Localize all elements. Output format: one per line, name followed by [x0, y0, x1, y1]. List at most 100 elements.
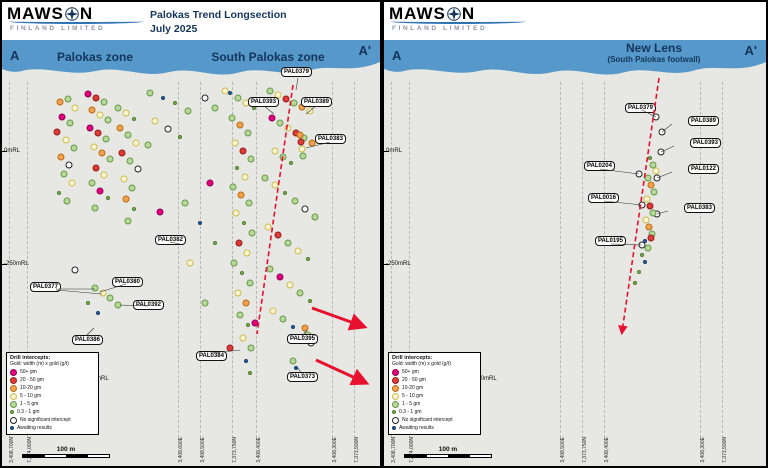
intercept-dot-ns — [164, 125, 172, 133]
panel-new-lens: MAWS N FINLAND LIMITED New Lens (South P… — [384, 2, 766, 466]
drillhole-label: PAL0379 — [625, 103, 656, 113]
intercept-dot-g1 — [289, 357, 297, 365]
drillhole-label: PAL0382 — [155, 235, 186, 245]
intercept-dot-g5 — [243, 249, 251, 257]
intercept-dot-aw — [244, 359, 248, 363]
intercept-dot-g1 — [244, 129, 252, 137]
figure-title: Palokas Trend Longsection July 2025 — [150, 8, 287, 36]
section-marker-a: A — [10, 48, 20, 63]
intercept-dot-g1 — [229, 183, 237, 191]
intercept-dot-g1 — [100, 98, 108, 106]
legend-dot-ns — [10, 416, 17, 424]
intercept-dot-g10 — [122, 195, 130, 203]
intercept-dot-g5 — [62, 136, 70, 144]
drillhole-label: PAL0016 — [588, 193, 619, 203]
drillhole-label: PAL0380 — [112, 277, 143, 287]
intercept-dot-g10 — [116, 124, 124, 132]
intercept-dot-g5 — [122, 109, 130, 117]
intercept-dot-g10 — [242, 299, 250, 307]
grid-line — [560, 82, 561, 438]
intercept-dot-g20 — [297, 138, 305, 146]
intercept-dot-g1 — [296, 289, 304, 297]
intercept-dot-g1 — [279, 315, 287, 323]
intercept-dot-g03 — [235, 166, 239, 170]
intercept-dot-g1 — [299, 152, 307, 160]
intercept-dot-g5 — [231, 139, 239, 147]
legend-item: 1 - 5 gm — [10, 400, 95, 408]
legend-item-label: 50+ gm — [402, 369, 419, 375]
coordinate-label: 7,373,750N — [232, 437, 238, 463]
intercept-dot-g1 — [291, 197, 299, 205]
intercept-dot-aw — [96, 311, 100, 315]
legend-item: 20 - 50 gm — [392, 376, 477, 384]
intercept-dot-p50 — [276, 273, 284, 281]
intercept-dot-g20 — [282, 95, 290, 103]
intercept-dot-ns — [635, 170, 643, 178]
legend-item: 10-20 gm — [10, 384, 95, 392]
drillhole-label: PAL0195 — [595, 236, 626, 246]
legend-item-label: No significant intercept — [402, 417, 453, 423]
drillhole-label: PAL0395 — [287, 334, 318, 344]
legend-item-label: No significant intercept — [20, 417, 71, 423]
intercept-dot-p50 — [206, 179, 214, 187]
legend-item: Awaiting results — [10, 424, 95, 432]
intercept-dot-g1 — [290, 99, 298, 107]
intercept-dot-g1 — [246, 279, 254, 287]
grid-line — [409, 82, 410, 438]
legend-title: Drill intercepts: — [10, 355, 51, 361]
intercept-dot-g1 — [88, 179, 96, 187]
legend-subtitle: Gold: width (m) x gold (g/t) — [10, 361, 69, 367]
intercept-dot-aw — [291, 325, 295, 329]
drillhole-label: PAL0393 — [690, 138, 721, 148]
intercept-dot-g5 — [186, 259, 194, 267]
intercept-dot-g1 — [106, 155, 114, 163]
panel-palokas-longsection: MAWS N FINLAND LIMITED Palokas Trend Lon… — [2, 2, 380, 466]
intercept-dot-g10 — [56, 98, 64, 106]
mawson-brand: MAWS N — [7, 5, 145, 22]
intercept-dot-ns — [653, 174, 661, 182]
intercept-dot-g5 — [234, 289, 242, 297]
intercept-dot-g1 — [146, 89, 154, 97]
intercept-dot-g10 — [88, 106, 96, 114]
legend-dot-g1 — [10, 400, 17, 408]
drillhole-label: PAL0383 — [315, 134, 346, 144]
legend-item-label: 5 - 10 gm — [402, 393, 424, 399]
intercept-dot-g03 — [648, 156, 652, 160]
legend-dot-g1 — [392, 400, 399, 408]
intercept-dot-g1 — [311, 213, 319, 221]
mawson-brand: MAWS N — [389, 5, 527, 22]
drillhole-label: PAL0377 — [30, 282, 61, 292]
section-marker-a: A — [392, 48, 402, 63]
new-lens-title: New Lens — [625, 41, 682, 55]
legend-item-label: 50+ gm — [20, 369, 37, 375]
intercept-dot-g1 — [124, 131, 132, 139]
intercept-dot-g03 — [633, 281, 637, 285]
legend-item: 50+ gm — [10, 368, 95, 376]
intercept-dot-g20 — [92, 164, 100, 172]
drillhole-label: PAL0204 — [584, 161, 615, 171]
legend-item: 20 - 50 gm — [10, 376, 95, 384]
legend-item-label: 10-20 gm — [402, 385, 424, 391]
intercept-dot-g10 — [296, 131, 304, 139]
intercept-dot-g03 — [240, 271, 244, 275]
intercept-dot-g03 — [308, 299, 312, 303]
intercept-dot-g1 — [60, 170, 68, 178]
legend-drill-intercepts: Drill intercepts: Gold: width (m) x gold … — [388, 352, 481, 435]
legend-dot-g5 — [10, 392, 17, 400]
intercept-dot-g5 — [151, 117, 159, 125]
intercept-dot-p50 — [251, 319, 259, 327]
intercept-dot-g03 — [213, 241, 217, 245]
intercept-dot-g20 — [239, 147, 247, 155]
elevation-tick — [2, 264, 7, 265]
intercept-dot-g10 — [57, 153, 65, 161]
intercept-dot-g5 — [90, 143, 98, 151]
elevation-label: -250mRL — [4, 261, 29, 267]
intercept-dot-g1 — [64, 95, 72, 103]
brand-text-post: N — [79, 4, 94, 23]
intercept-dot-g1 — [247, 155, 255, 163]
water-band — [384, 40, 766, 75]
legend-item-label: 1 - 5 gm — [20, 401, 39, 407]
intercept-dot-g5 — [232, 209, 240, 217]
grid-line — [200, 82, 201, 438]
figure-title-line1: Palokas Trend Longsection — [150, 9, 287, 21]
